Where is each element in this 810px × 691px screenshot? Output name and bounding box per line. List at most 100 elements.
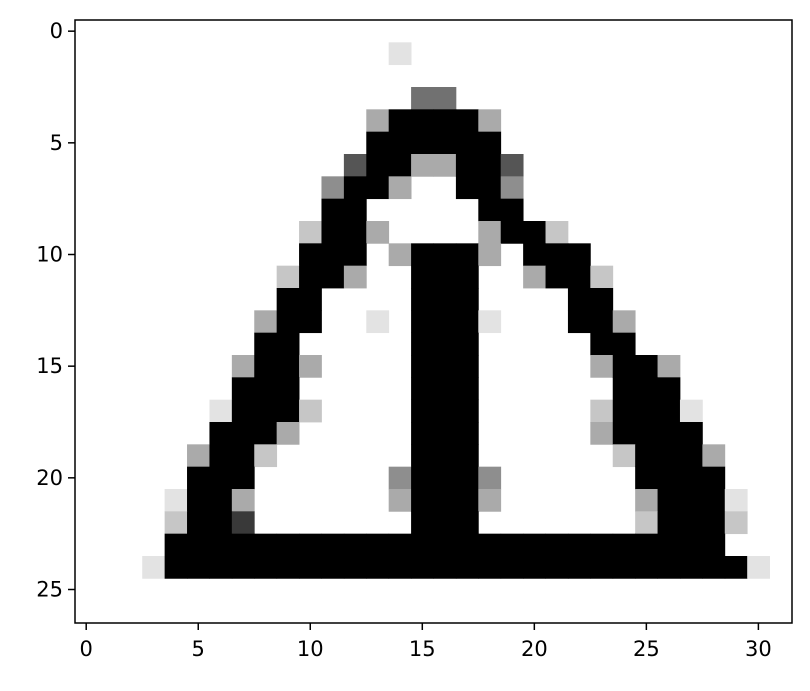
heatmap-cell bbox=[680, 400, 703, 423]
heatmap-cell bbox=[187, 511, 210, 534]
heatmap-cell bbox=[434, 132, 457, 155]
heatmap-cell bbox=[411, 109, 434, 132]
heatmap-cell bbox=[478, 176, 501, 199]
heatmap-cell bbox=[411, 534, 434, 557]
heatmap-cell bbox=[411, 154, 434, 177]
heatmap-cell bbox=[209, 556, 232, 579]
heatmap-cell bbox=[725, 489, 748, 512]
heatmap-cell bbox=[254, 422, 277, 445]
heatmap-cell bbox=[434, 511, 457, 534]
heatmap-cell bbox=[434, 377, 457, 400]
x-tick-label: 25 bbox=[633, 637, 660, 661]
heatmap-cell bbox=[478, 243, 501, 266]
heatmap-cell bbox=[478, 467, 501, 490]
heatmap-cell bbox=[232, 355, 255, 378]
heatmap-cell bbox=[613, 310, 636, 333]
heatmap-cell bbox=[635, 400, 658, 423]
heatmap-cell bbox=[165, 489, 188, 512]
heatmap-cell bbox=[478, 310, 501, 333]
heatmap-cell bbox=[635, 422, 658, 445]
heatmap-cell bbox=[254, 444, 277, 467]
heatmap-cell bbox=[389, 154, 412, 177]
heatmap-cell bbox=[590, 400, 613, 423]
heatmap-cell bbox=[434, 422, 457, 445]
heatmap-cell bbox=[254, 377, 277, 400]
heatmap-cell bbox=[411, 132, 434, 155]
heatmap-cell bbox=[209, 534, 232, 557]
heatmap-cell bbox=[277, 288, 300, 311]
heatmap-cell bbox=[568, 243, 591, 266]
heatmap-cell bbox=[254, 534, 277, 557]
heatmap-cell bbox=[389, 132, 412, 155]
heatmap-cell bbox=[658, 422, 681, 445]
heatmap-cell bbox=[523, 266, 546, 289]
heatmap-cell bbox=[411, 556, 434, 579]
heatmap-cell bbox=[411, 467, 434, 490]
heatmap-cell bbox=[232, 377, 255, 400]
heatmap-cell bbox=[389, 489, 412, 512]
heatmap-cell bbox=[568, 288, 591, 311]
heatmap-cell bbox=[411, 400, 434, 423]
heatmap-cell bbox=[635, 534, 658, 557]
heatmap-cell bbox=[187, 467, 210, 490]
heatmap-cells bbox=[142, 42, 770, 578]
heatmap-cell bbox=[344, 243, 367, 266]
heatmap-cell bbox=[434, 266, 457, 289]
heatmap-cell bbox=[702, 534, 725, 557]
heatmap-cell bbox=[613, 534, 636, 557]
heatmap-cell bbox=[568, 534, 591, 557]
heatmap-cell bbox=[232, 534, 255, 557]
heatmap-cell bbox=[142, 556, 165, 579]
heatmap-cell bbox=[456, 489, 479, 512]
heatmap-cell bbox=[254, 310, 277, 333]
heatmap-cell bbox=[321, 199, 344, 222]
heatmap-cell bbox=[389, 534, 412, 557]
heatmap-cell bbox=[411, 444, 434, 467]
heatmap-cell bbox=[434, 400, 457, 423]
y-tick-label: 25 bbox=[36, 578, 63, 602]
heatmap-cell bbox=[613, 444, 636, 467]
heatmap-cell bbox=[366, 534, 389, 557]
heatmap-cell bbox=[680, 556, 703, 579]
heatmap-cell bbox=[680, 467, 703, 490]
y-axis: 0510152025 bbox=[36, 19, 75, 601]
heatmap-cell bbox=[456, 377, 479, 400]
heatmap-cell bbox=[680, 511, 703, 534]
heatmap-cell bbox=[411, 422, 434, 445]
heatmap-cell bbox=[389, 42, 412, 65]
heatmap-cell bbox=[411, 310, 434, 333]
heatmap-cell bbox=[635, 444, 658, 467]
heatmap-cell bbox=[635, 355, 658, 378]
heatmap-cell bbox=[277, 310, 300, 333]
heatmap-cell bbox=[523, 534, 546, 557]
heatmap-cell bbox=[568, 266, 591, 289]
heatmap-cell bbox=[456, 288, 479, 311]
heatmap-cell bbox=[254, 400, 277, 423]
y-tick-label: 15 bbox=[36, 354, 63, 378]
heatmap-cell bbox=[635, 467, 658, 490]
heatmap-cell bbox=[254, 333, 277, 356]
heatmap-cell bbox=[635, 511, 658, 534]
heatmap-cell bbox=[523, 221, 546, 244]
heatmap-cell bbox=[321, 556, 344, 579]
heatmap-cell bbox=[546, 534, 569, 557]
heatmap-cell bbox=[456, 154, 479, 177]
heatmap-cell bbox=[389, 109, 412, 132]
heatmap-cell bbox=[277, 333, 300, 356]
heatmap-cell bbox=[658, 377, 681, 400]
heatmap-cell bbox=[478, 154, 501, 177]
heatmap-cell bbox=[434, 333, 457, 356]
heatmap-cell bbox=[321, 243, 344, 266]
x-tick-label: 5 bbox=[192, 637, 205, 661]
heatmap-cell bbox=[456, 266, 479, 289]
heatmap-cell bbox=[680, 489, 703, 512]
heatmap-cell bbox=[209, 422, 232, 445]
heatmap-cell bbox=[366, 132, 389, 155]
heatmap-cell bbox=[523, 243, 546, 266]
heatmap-cell bbox=[321, 534, 344, 557]
heatmap-cell bbox=[456, 556, 479, 579]
heatmap-cell bbox=[299, 534, 322, 557]
heatmap-cell bbox=[658, 467, 681, 490]
heatmap-cell bbox=[254, 556, 277, 579]
